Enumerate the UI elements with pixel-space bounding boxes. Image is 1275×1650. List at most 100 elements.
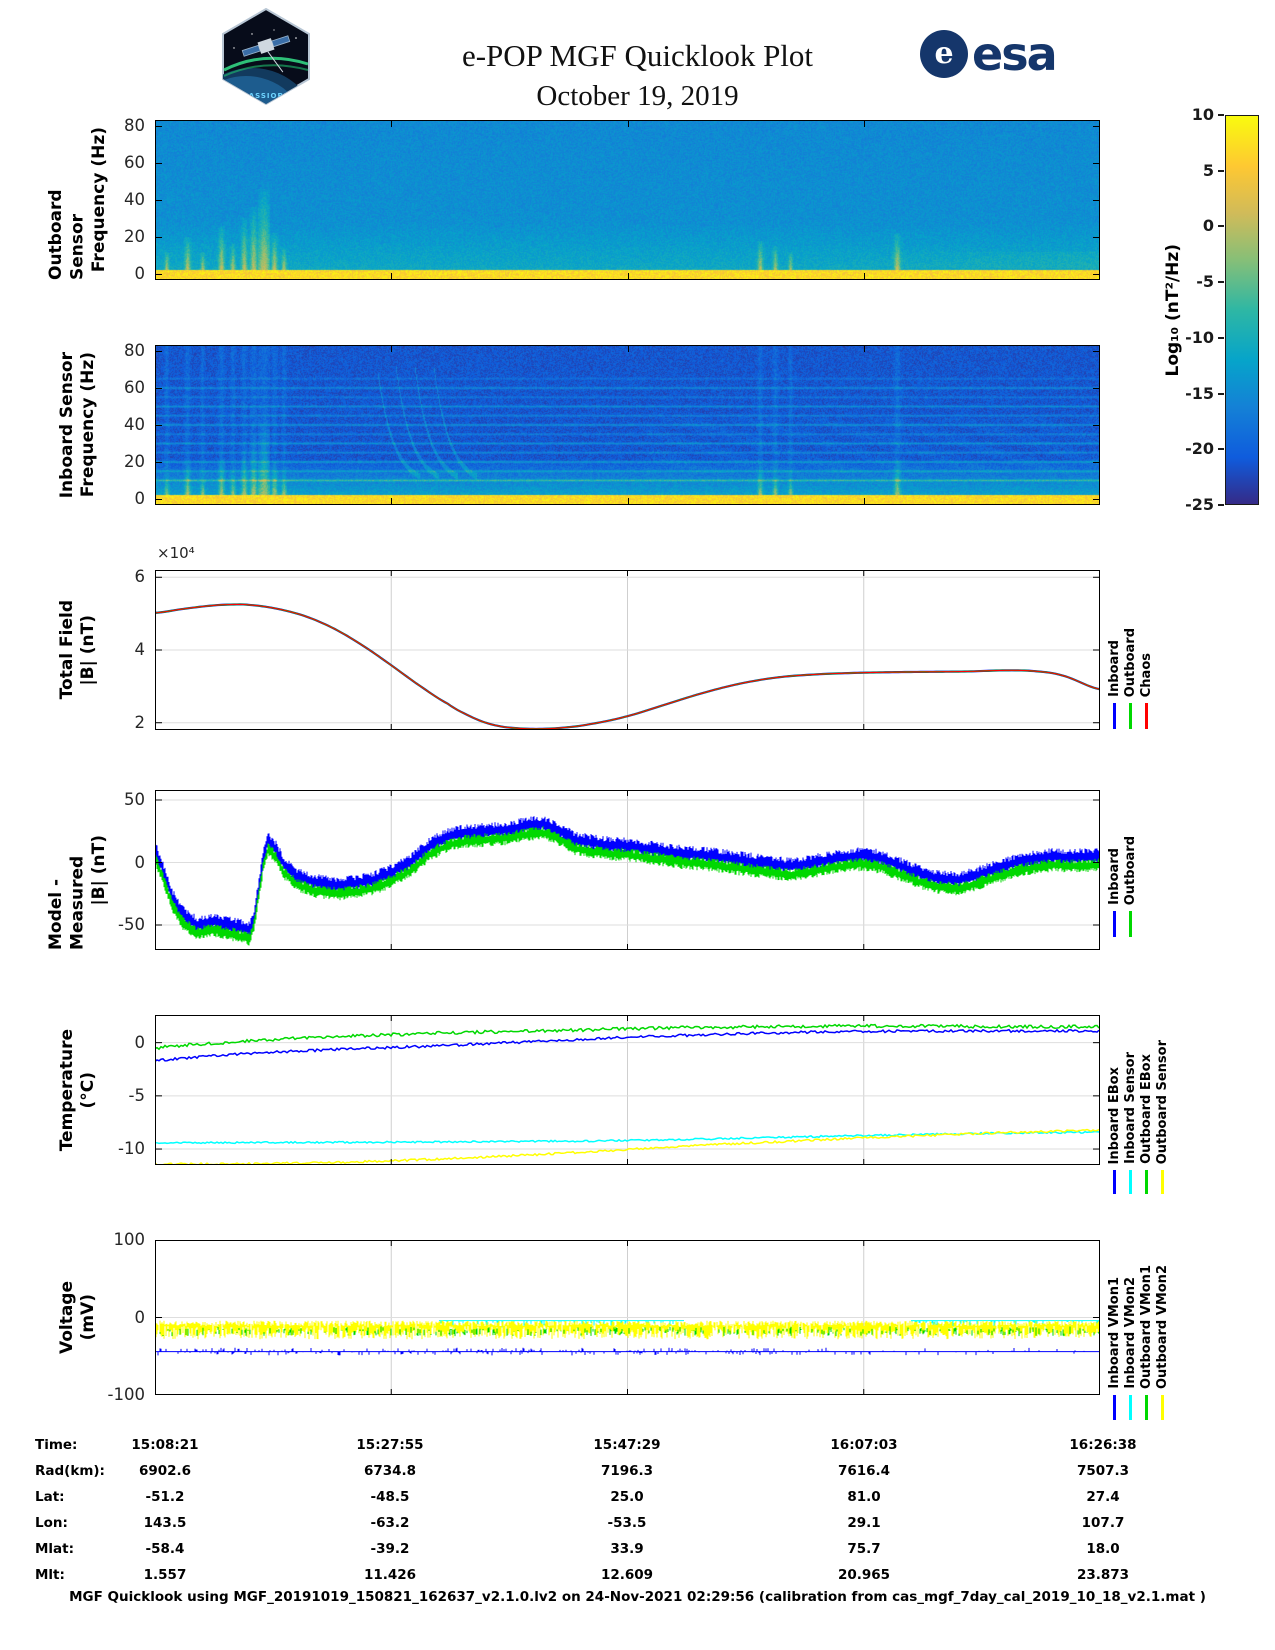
ephemeris-cell: 15:27:55 — [356, 1437, 424, 1453]
ephemeris-cell: 18.0 — [1086, 1541, 1120, 1557]
legend-swatch — [1160, 1395, 1164, 1420]
total_field-ytick-label: 4 — [134, 640, 146, 659]
ephemeris-cell: -48.5 — [370, 1489, 410, 1505]
colorbar-tick-label: 0 — [1202, 216, 1214, 236]
total_field-ylabel-line: Total Field — [56, 600, 77, 700]
colorbar-tick-mark — [1218, 281, 1224, 284]
model_minus_measured-ylabel-line: Model - Measured — [46, 855, 88, 950]
ephemeris-cell: 7196.3 — [600, 1463, 654, 1479]
legend-item: Outboard — [1122, 575, 1138, 729]
ephemeris-cell: -63.2 — [370, 1515, 410, 1531]
colorbar-tick-label: -15 — [1185, 383, 1214, 403]
inboard_spectrogram-xtick-mark — [627, 498, 629, 504]
inboard_spectrogram-panel — [155, 345, 1100, 505]
inboard_spectrogram-ytick-label: 80 — [124, 340, 145, 360]
colorbar-tick-label: 5 — [1202, 160, 1214, 180]
legend-swatch — [1144, 1395, 1148, 1420]
colorbar-tick-mark — [1218, 114, 1224, 116]
outboard_spectrogram-ytick-mark — [1093, 274, 1099, 276]
legend-swatch — [1112, 1170, 1116, 1194]
ephemeris-row-label: Lon: — [35, 1515, 68, 1531]
temperature-ylabel-line: Temperature — [56, 1028, 77, 1152]
legend-swatch — [1128, 703, 1132, 729]
inboard_spectrogram-ytick-mark — [1093, 425, 1099, 426]
ephemeris-cell: 27.4 — [1086, 1489, 1120, 1505]
outboard_spectrogram-ytick-mark — [1093, 200, 1099, 201]
inboard_spectrogram-xtick-mark — [863, 498, 865, 504]
legend-label: Inboard EBox — [1106, 1066, 1122, 1164]
inboard_spectrogram-ytick-mark — [1093, 387, 1099, 389]
ephemeris-cell: 143.5 — [143, 1515, 187, 1531]
inboard_spectrogram-ytick-mark — [156, 387, 162, 389]
legend-label: Inboard — [1106, 640, 1122, 697]
voltage-ylabel-line: Voltage — [56, 1280, 77, 1355]
ephemeris-row-label: Lat: — [35, 1489, 65, 1505]
outboard_spectrogram-xtick-mark — [391, 273, 393, 279]
outboard_spectrogram-xtick-mark — [627, 273, 629, 279]
ephemeris-cell: 15:08:21 — [131, 1437, 199, 1453]
ephemeris-row-label: Mlat: — [35, 1541, 75, 1557]
temperature-ytick-label: 0 — [134, 1032, 146, 1052]
colorbar-tick-label: 10 — [1191, 105, 1214, 124]
voltage-ytick-label: 0 — [134, 1307, 146, 1327]
legend-label: Inboard VMon2 — [1122, 1277, 1138, 1389]
model_minus_measured-ytick-label: 0 — [134, 852, 146, 872]
outboard_spectrogram-ylabel-line: Outboard Sensor — [46, 189, 88, 280]
temperature-panel — [154, 1015, 1100, 1166]
legend-swatch — [1128, 1395, 1132, 1420]
legend-label: Chaos — [1138, 652, 1154, 697]
temperature-legend: Inboard EBox Inboard Sensor Outboard EBox O… — [1106, 1018, 1170, 1194]
outboard_spectrogram-ytick-label: 0 — [134, 264, 146, 284]
inboard_spectrogram-canvas — [155, 345, 1100, 505]
inboard_spectrogram-xtick-mark — [627, 346, 629, 352]
voltage-outboard-vmon2-trace — [154, 1320, 1101, 1340]
outboard_spectrogram-xtick-mark — [391, 121, 393, 127]
ephemeris-cell: 7507.3 — [1076, 1463, 1130, 1479]
esa-logo: e esa — [920, 30, 1058, 78]
voltage-plot — [154, 1239, 1101, 1396]
voltage-inboard-vmon1-trace — [154, 1347, 1100, 1356]
outboard_spectrogram-xtick-mark — [863, 121, 865, 127]
legend-item: Inboard — [1106, 805, 1122, 937]
ephemeris-cell: -58.4 — [145, 1541, 185, 1557]
outboard_spectrogram-ytick-label: 40 — [124, 190, 145, 209]
ephemeris-cell: 16:26:38 — [1069, 1437, 1137, 1453]
temperature-inboard-ebox-line — [154, 1028, 1100, 1062]
temperature-ytick-label: -5 — [128, 1085, 145, 1105]
legend-item: Outboard EBox — [1138, 1018, 1154, 1194]
legend-label: Outboard VMon2 — [1154, 1264, 1170, 1389]
ephemeris-cell: -39.2 — [370, 1541, 410, 1557]
esa-emblem-icon: e — [920, 30, 968, 78]
inboard_spectrogram-ytick-mark — [156, 425, 162, 426]
outboard_spectrogram-ytick-mark — [1093, 237, 1099, 239]
ephemeris-cell: -53.5 — [607, 1515, 647, 1531]
outboard_spectrogram-ytick-mark — [156, 162, 162, 164]
legend-swatch — [1112, 703, 1116, 729]
colorbar-tick-mark — [1218, 225, 1224, 228]
total_field-panel — [154, 570, 1101, 731]
outboard_spectrogram-ytick-mark — [156, 125, 162, 127]
inboard_spectrogram-ytick-label: 60 — [124, 377, 145, 397]
ephemeris-cell: 16:07:03 — [830, 1437, 898, 1453]
inboard_spectrogram-ylabel-line: Inboard Sensor — [56, 351, 77, 499]
colorbar-tick-mark — [1218, 336, 1224, 339]
total-field-chaos-line — [154, 603, 1101, 730]
inboard_spectrogram-ytick-mark — [156, 462, 162, 464]
outboard_spectrogram-panel — [155, 120, 1100, 280]
ephemeris-cell: 15:47:29 — [593, 1437, 661, 1453]
total_field-ytick-label: 2 — [134, 712, 146, 732]
legend-label: Outboard — [1122, 627, 1138, 697]
legend-item: Outboard — [1122, 805, 1138, 937]
inboard_spectrogram-ytick-mark — [156, 350, 162, 352]
outboard_spectrogram-ytick-mark — [1093, 125, 1099, 127]
legend-swatch — [1160, 1170, 1164, 1194]
legend-swatch — [1144, 1170, 1148, 1194]
inboard_spectrogram-xtick-mark — [391, 498, 393, 504]
legend-item: Inboard EBox — [1106, 1018, 1122, 1194]
outboard_spectrogram-ytick-mark — [156, 200, 162, 201]
outboard_spectrogram-xtick-mark — [627, 121, 629, 127]
legend-label: Outboard Sensor — [1154, 1039, 1170, 1164]
inboard_spectrogram-ytick-mark — [1093, 462, 1099, 464]
outboard_spectrogram-ytick-mark — [156, 237, 162, 239]
ephemeris-cell: 11.426 — [363, 1567, 417, 1583]
